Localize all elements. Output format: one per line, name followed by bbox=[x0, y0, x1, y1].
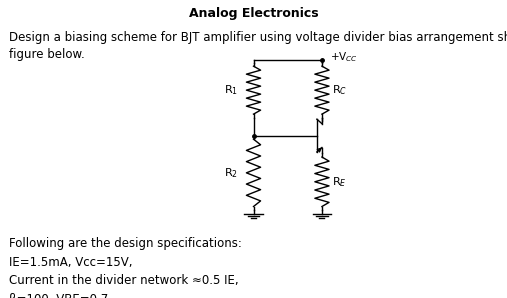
Text: β=100, VBE=0.7: β=100, VBE=0.7 bbox=[9, 293, 108, 298]
Text: Current in the divider network ≈0.5 IE,: Current in the divider network ≈0.5 IE, bbox=[9, 274, 239, 288]
Text: R$_1$: R$_1$ bbox=[224, 83, 238, 97]
Text: +V$_{CC}$: +V$_{CC}$ bbox=[330, 50, 357, 63]
Text: Following are the design specifications:: Following are the design specifications: bbox=[9, 237, 242, 250]
Text: Design a biasing scheme for BJT amplifier using voltage divider bias arrangement: Design a biasing scheme for BJT amplifie… bbox=[9, 31, 507, 61]
Text: R$_2$: R$_2$ bbox=[224, 166, 238, 180]
Text: Analog Electronics: Analog Electronics bbox=[189, 7, 318, 21]
Text: IE=1.5mA, Vcc=15V,: IE=1.5mA, Vcc=15V, bbox=[9, 256, 133, 269]
Text: R$_E$: R$_E$ bbox=[332, 175, 347, 189]
Text: R$_C$: R$_C$ bbox=[332, 83, 347, 97]
